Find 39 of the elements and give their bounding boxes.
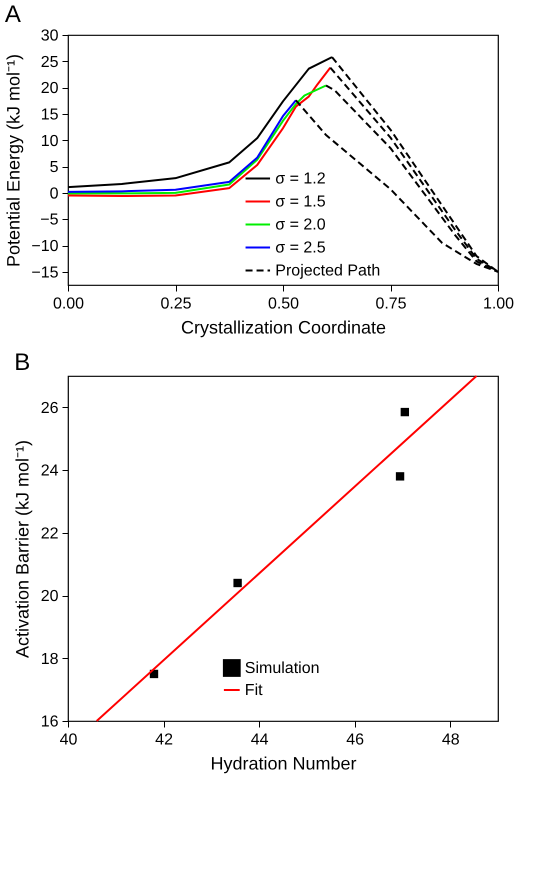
y-tick-label: 15 xyxy=(40,106,59,124)
y-tick-label: 24 xyxy=(40,462,59,480)
x-axis-title: Crystallization Coordinate xyxy=(180,318,386,338)
x-tick-label: 40 xyxy=(60,732,78,748)
x-tick-label: 44 xyxy=(250,732,269,748)
x-tick-label: 0.75 xyxy=(375,296,407,312)
x-axis-title: Hydration Number xyxy=(210,754,357,774)
y-tick-label: 16 xyxy=(40,714,59,730)
legend-label: σ = 2.0 xyxy=(275,216,326,234)
y-tick-label: −15 xyxy=(31,264,59,282)
chart-title: B xyxy=(14,349,30,376)
y-tick-label: 22 xyxy=(40,525,59,542)
legend-label: σ = 1.2 xyxy=(275,170,326,188)
legend-label: Projected Path xyxy=(275,262,380,280)
y-tick-label: 20 xyxy=(40,588,59,606)
x-tick-label: 0.50 xyxy=(268,296,300,312)
y-tick-label: 30 xyxy=(40,28,59,44)
y-tick-label: −10 xyxy=(31,238,59,256)
y-tick-label: 20 xyxy=(40,80,59,98)
y-axis-title: Activation Barrier (kJ mol⁻¹) xyxy=(12,440,33,658)
x-tick-label: 48 xyxy=(442,732,460,748)
y-tick-label: 10 xyxy=(40,132,59,150)
chart-title: A xyxy=(4,1,21,28)
legend-label: Fit xyxy=(244,682,264,699)
x-tick-label: 46 xyxy=(346,732,364,748)
y-tick-label: 26 xyxy=(40,400,59,417)
y-tick-label: 25 xyxy=(40,54,59,71)
y-tick-label: 18 xyxy=(40,650,59,668)
x-tick-label: 1.00 xyxy=(482,296,514,312)
legend-label: σ = 1.5 xyxy=(275,194,326,210)
legend-label: Simulation xyxy=(244,660,320,677)
x-tick-label: 42 xyxy=(155,732,174,748)
y-tick-label: 0 xyxy=(50,185,59,202)
x-tick-label: 0.25 xyxy=(160,296,192,312)
x-tick-label: 0.00 xyxy=(52,296,84,312)
legend-label: σ = 2.5 xyxy=(275,240,326,256)
y-tick-label: −5 xyxy=(40,212,59,229)
y-axis-title: Potential Energy (kJ mol⁻¹) xyxy=(3,54,24,268)
y-tick-label: 5 xyxy=(50,159,59,176)
